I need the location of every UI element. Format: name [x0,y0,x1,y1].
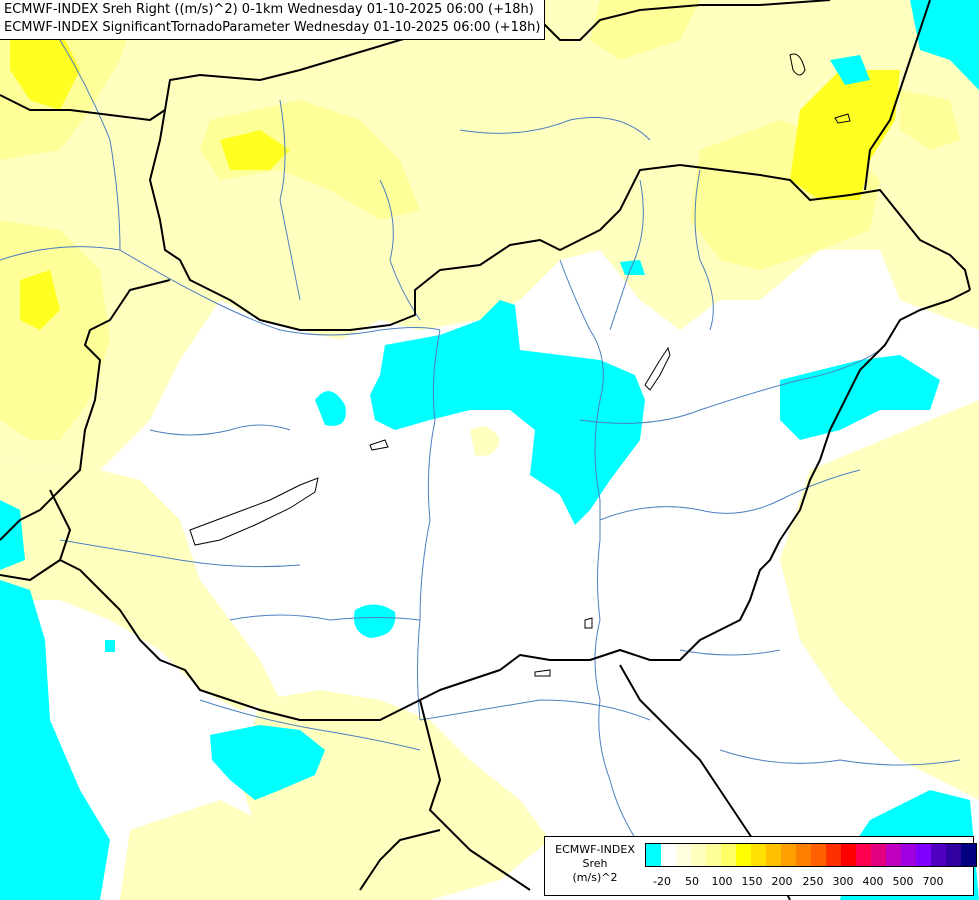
map-title-line-1: ECMWF-INDEX Sreh Right ((m/s)^2) 0-1km W… [4,2,534,17]
legend-swatch [751,844,766,866]
lakes [189,53,851,677]
legend-tick-label: 150 [741,875,763,888]
legend-swatch [961,844,976,866]
legend-swatch [676,844,691,866]
color-legend: ECMWF-INDEX Sreh (m/s)^2 -20 50 100 150 200 2… [544,836,977,896]
legend-swatch [841,844,856,866]
legend-source: ECMWF-INDEX [555,843,635,856]
legend-tick-label: 300 [832,875,854,888]
legend-tick-labels: -20 50 100 150 200 250 300 400 500 700 [645,875,970,891]
legend-swatch [796,844,811,866]
legend-swatch [871,844,886,866]
map-title-box: ECMWF-INDEX Sreh Right ((m/s)^2) 0-1km W… [0,0,546,40]
legend-tick-label: 250 [802,875,824,888]
legend-swatch [766,844,781,866]
legend-tick-label: 400 [862,875,884,888]
legend-swatch [721,844,736,866]
legend-swatch [781,844,796,866]
legend-tick-label: 50 [685,875,699,888]
strong-yellow-field [10,20,900,330]
legend-swatch [931,844,946,866]
legend-swatch [946,844,961,866]
legend-swatch [856,844,871,866]
legend-swatch [706,844,721,866]
legend-variable: Sreh [582,857,608,870]
legend-swatch [916,844,931,866]
legend-unit: (m/s)^2 [572,871,618,884]
map-title-line-2: ECMWF-INDEX SignificantTornadoParameter … [4,20,541,35]
legend-swatch [886,844,901,866]
legend-tick-label: 100 [711,875,733,888]
legend-tick-label: 500 [892,875,914,888]
legend-swatch [646,844,661,866]
rivers [0,39,961,861]
legend-tick-label: -20 [653,875,671,888]
legend-swatch [811,844,826,866]
legend-swatch [901,844,916,866]
legend-tick-label: 700 [922,875,944,888]
legend-swatch [691,844,706,866]
legend-swatch [736,844,751,866]
legend-swatch [661,844,676,866]
legend-title: ECMWF-INDEX Sreh (m/s)^2 [545,843,645,885]
legend-tick-label: 200 [771,875,793,888]
legend-swatch [826,844,841,866]
legend-color-scale [645,843,977,867]
